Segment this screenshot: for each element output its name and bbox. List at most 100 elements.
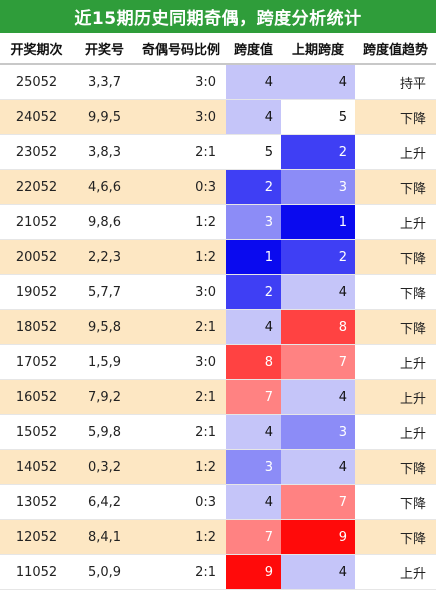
cell-span: 7 (226, 379, 281, 415)
cell-odd-even-ratio: 3:0 (136, 274, 226, 310)
cell-prev-span: 9 (281, 519, 355, 555)
cell-prev-span: 5 (281, 99, 355, 135)
header-prev-span: 上期跨度 (281, 33, 355, 65)
cell-span-trend: 上升 (355, 134, 436, 170)
cell-issue: 14052 (0, 449, 73, 485)
cell-issue: 18052 (0, 309, 73, 345)
cell-span: 8 (226, 344, 281, 380)
cell-issue: 21052 (0, 204, 73, 240)
cell-odd-even-ratio: 1:2 (136, 204, 226, 240)
cell-span-trend: 持平 (355, 64, 436, 100)
cell-numbers: 3,3,7 (73, 64, 136, 100)
cell-span: 4 (226, 309, 281, 345)
table-row: 23052 3,8,3 2:1 5 2 上升 (0, 134, 436, 170)
table-row: 25052 3,3,7 3:0 4 4 持平 (0, 64, 436, 100)
cell-numbers: 8,4,1 (73, 519, 136, 555)
cell-span-trend: 上升 (355, 379, 436, 415)
cell-span-trend: 下降 (355, 169, 436, 205)
cell-numbers: 4,6,6 (73, 169, 136, 205)
table-row: 18052 9,5,8 2:1 4 8 下降 (0, 309, 436, 345)
table-row: 24052 9,9,5 3:0 4 5 下降 (0, 99, 436, 135)
cell-span: 7 (226, 519, 281, 555)
cell-issue: 19052 (0, 274, 73, 310)
cell-numbers: 3,8,3 (73, 134, 136, 170)
cell-issue: 20052 (0, 239, 73, 275)
cell-span-trend: 下降 (355, 99, 436, 135)
cell-prev-span: 4 (281, 64, 355, 100)
cell-odd-even-ratio: 3:0 (136, 344, 226, 380)
cell-prev-span: 2 (281, 239, 355, 275)
cell-prev-span: 4 (281, 274, 355, 310)
cell-span: 4 (226, 484, 281, 520)
cell-issue: 15052 (0, 414, 73, 450)
cell-odd-even-ratio: 1:2 (136, 239, 226, 275)
cell-span-trend: 下降 (355, 519, 436, 555)
cell-issue: 12052 (0, 519, 73, 555)
cell-odd-even-ratio: 2:1 (136, 134, 226, 170)
cell-numbers: 0,3,2 (73, 449, 136, 485)
cell-span-trend: 上升 (355, 344, 436, 380)
table-row: 20052 2,2,3 1:2 1 2 下降 (0, 239, 436, 275)
cell-span: 1 (226, 239, 281, 275)
cell-span-trend: 下降 (355, 274, 436, 310)
cell-odd-even-ratio: 2:1 (136, 379, 226, 415)
stats-table: 开奖期次 开奖号 奇偶号码比例 跨度值 上期跨度 跨度值趋势 25052 3,3,… (0, 33, 436, 590)
cell-span-trend: 上升 (355, 204, 436, 240)
cell-numbers: 2,2,3 (73, 239, 136, 275)
cell-prev-span: 4 (281, 554, 355, 590)
cell-span: 4 (226, 99, 281, 135)
table-row: 14052 0,3,2 1:2 3 4 下降 (0, 449, 436, 485)
table-row: 19052 5,7,7 3:0 2 4 下降 (0, 274, 436, 310)
cell-odd-even-ratio: 2:1 (136, 414, 226, 450)
cell-odd-even-ratio: 3:0 (136, 64, 226, 100)
table-row: 17052 1,5,9 3:0 8 7 上升 (0, 344, 436, 380)
cell-span: 2 (226, 274, 281, 310)
cell-odd-even-ratio: 2:1 (136, 554, 226, 590)
cell-numbers: 9,9,5 (73, 99, 136, 135)
header-span-trend: 跨度值趋势 (355, 33, 436, 65)
cell-issue: 25052 (0, 64, 73, 100)
header-odd-even-ratio: 奇偶号码比例 (136, 33, 226, 65)
table-row: 21052 9,8,6 1:2 3 1 上升 (0, 204, 436, 240)
cell-odd-even-ratio: 0:3 (136, 169, 226, 205)
table-row: 16052 7,9,2 2:1 7 4 上升 (0, 379, 436, 415)
cell-odd-even-ratio: 2:1 (136, 309, 226, 345)
cell-numbers: 5,0,9 (73, 554, 136, 590)
cell-span-trend: 下降 (355, 449, 436, 485)
cell-issue: 24052 (0, 99, 73, 135)
cell-prev-span: 4 (281, 379, 355, 415)
cell-issue: 11052 (0, 554, 73, 590)
cell-issue: 17052 (0, 344, 73, 380)
cell-span: 9 (226, 554, 281, 590)
cell-numbers: 5,7,7 (73, 274, 136, 310)
cell-issue: 13052 (0, 484, 73, 520)
cell-odd-even-ratio: 0:3 (136, 484, 226, 520)
cell-prev-span: 1 (281, 204, 355, 240)
cell-numbers: 6,4,2 (73, 484, 136, 520)
cell-numbers: 7,9,2 (73, 379, 136, 415)
cell-prev-span: 8 (281, 309, 355, 345)
cell-numbers: 9,5,8 (73, 309, 136, 345)
cell-numbers: 1,5,9 (73, 344, 136, 380)
cell-issue: 23052 (0, 134, 73, 170)
cell-numbers: 5,9,8 (73, 414, 136, 450)
table-row: 15052 5,9,8 2:1 4 3 上升 (0, 414, 436, 450)
cell-span-trend: 下降 (355, 484, 436, 520)
table-row: 13052 6,4,2 0:3 4 7 下降 (0, 484, 436, 520)
cell-issue: 22052 (0, 169, 73, 205)
table-row: 12052 8,4,1 1:2 7 9 下降 (0, 519, 436, 555)
cell-span-trend: 下降 (355, 239, 436, 275)
cell-span: 3 (226, 449, 281, 485)
cell-span: 5 (226, 134, 281, 170)
cell-prev-span: 7 (281, 484, 355, 520)
cell-prev-span: 3 (281, 169, 355, 205)
table-row: 22052 4,6,6 0:3 2 3 下降 (0, 169, 436, 205)
cell-odd-even-ratio: 1:2 (136, 519, 226, 555)
table-row: 11052 5,0,9 2:1 9 4 上升 (0, 554, 436, 590)
header-issue: 开奖期次 (0, 33, 73, 65)
cell-odd-even-ratio: 1:2 (136, 449, 226, 485)
cell-span: 4 (226, 64, 281, 100)
page-title: 近15期历史同期奇偶，跨度分析统计 (0, 0, 436, 33)
cell-prev-span: 4 (281, 449, 355, 485)
header-numbers: 开奖号 (73, 33, 136, 65)
